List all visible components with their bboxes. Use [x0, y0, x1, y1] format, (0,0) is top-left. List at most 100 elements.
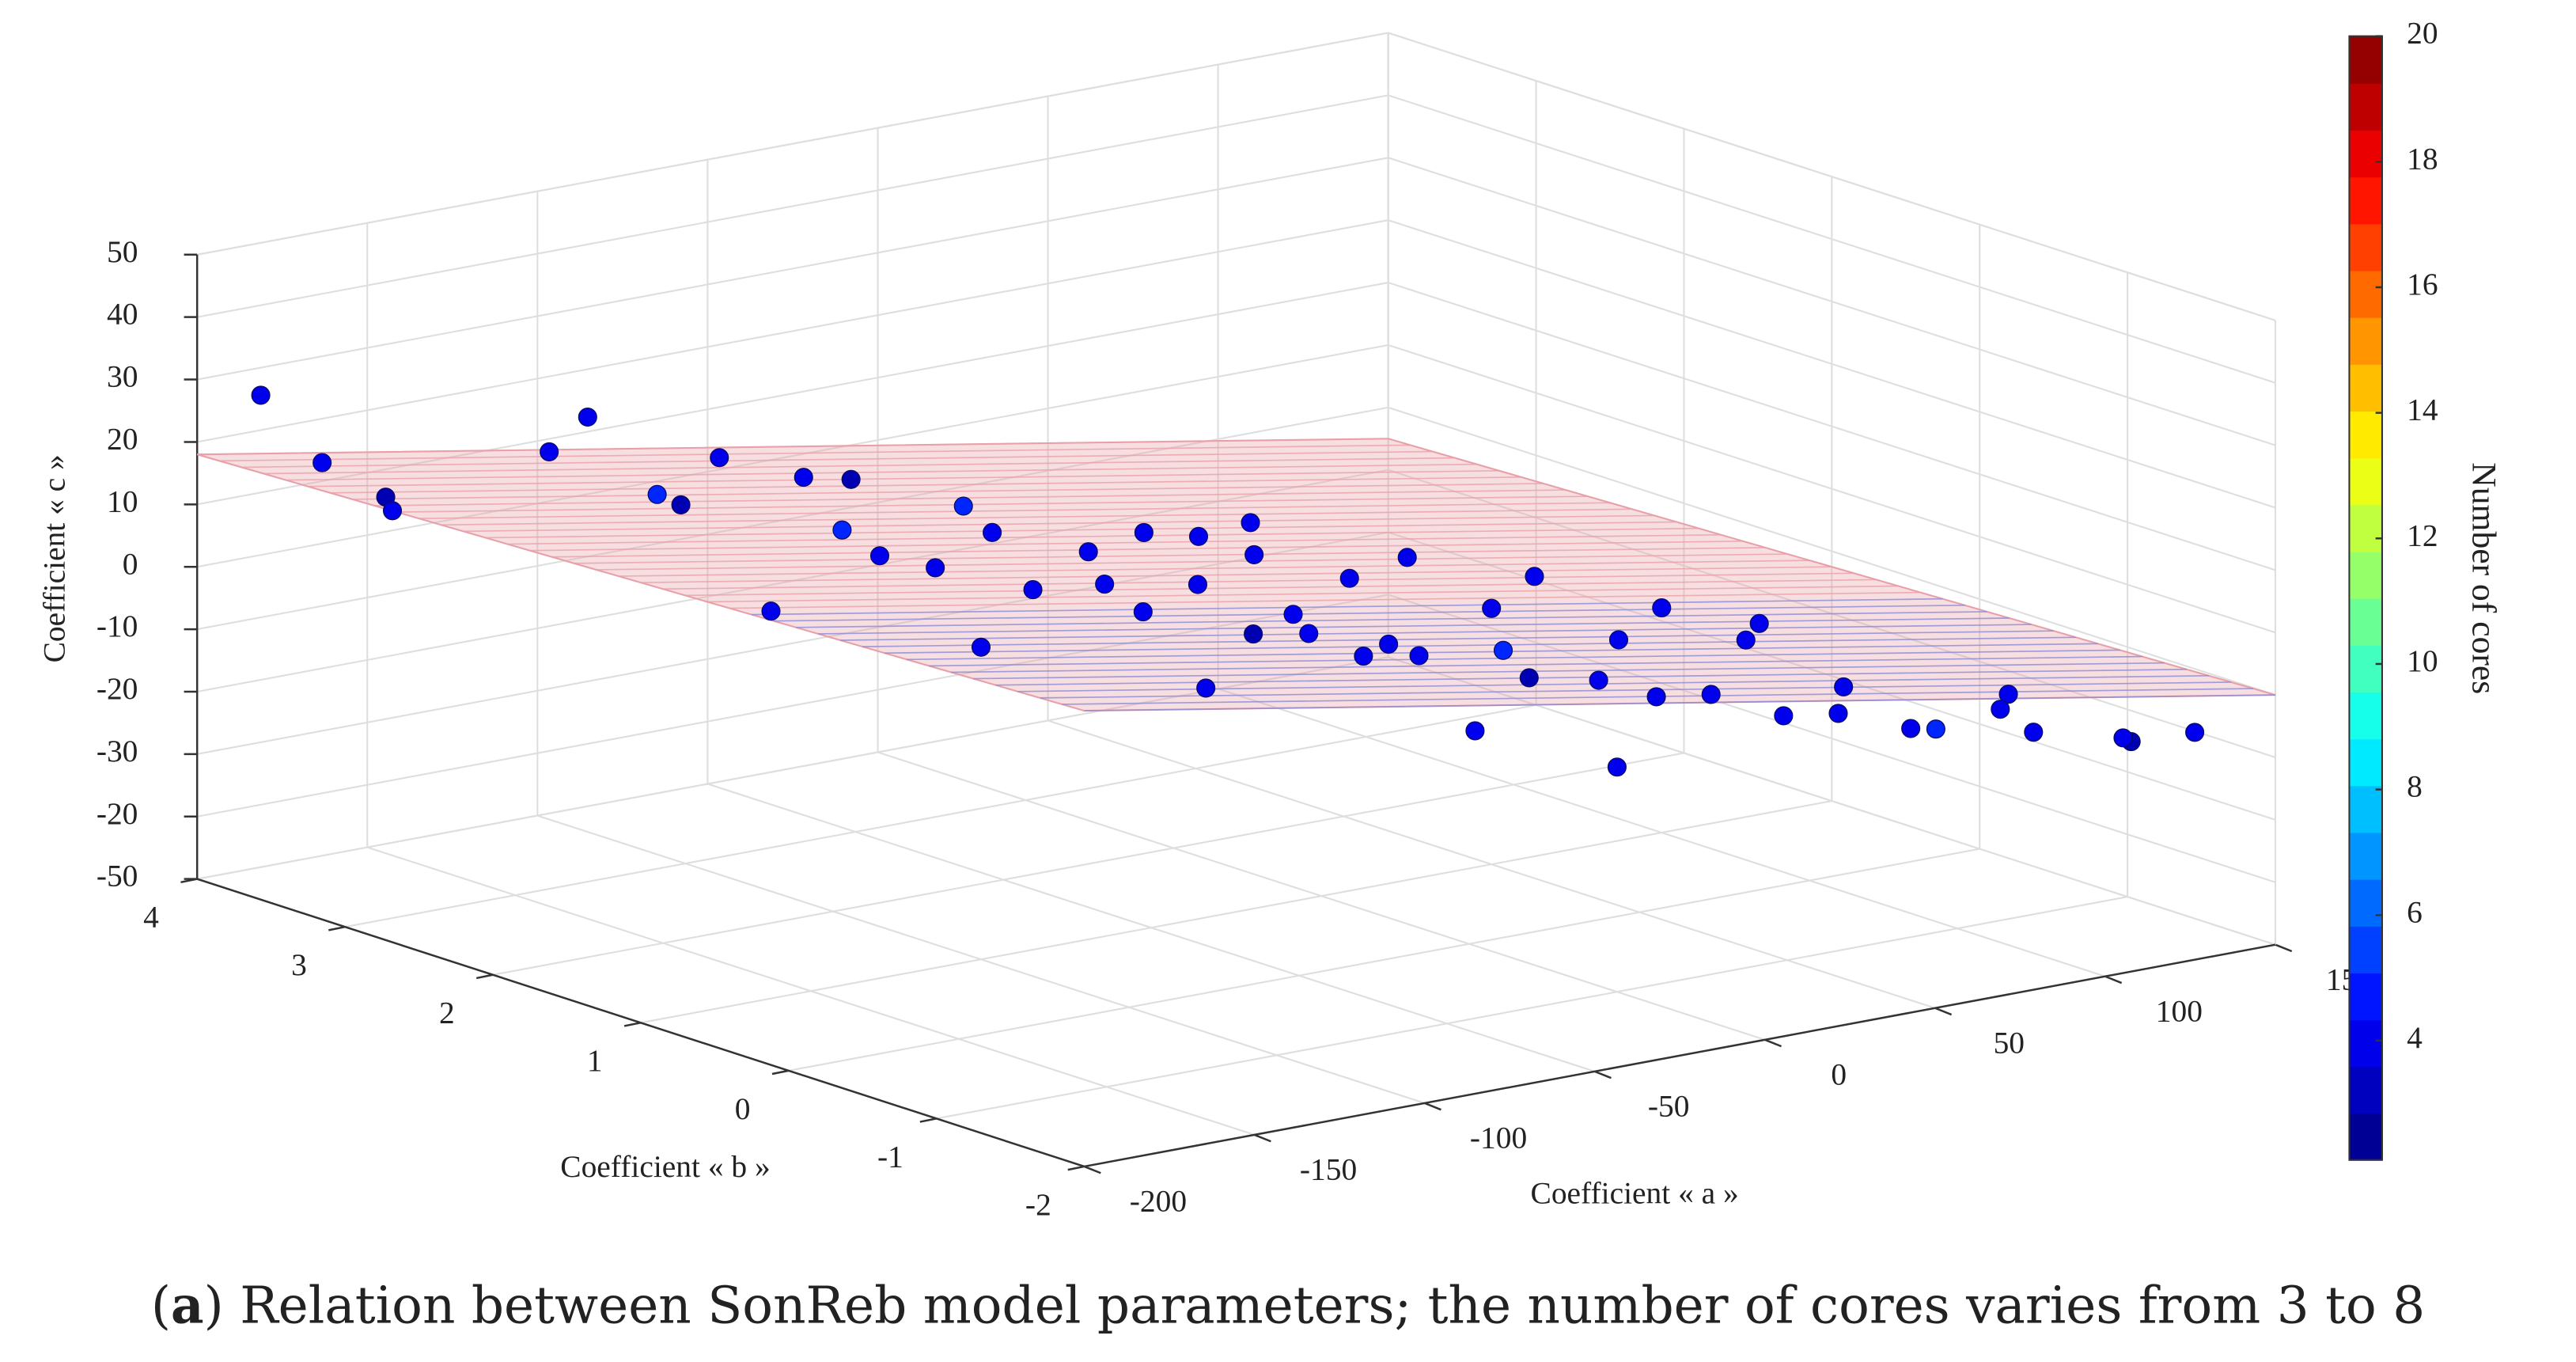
wall-grid-z	[196, 656, 1388, 880]
colorbar-band	[2349, 176, 2382, 225]
point	[251, 385, 271, 405]
x-tick-label: 100	[2156, 994, 2203, 1029]
colorbar-label: Number of cores	[2465, 462, 2503, 694]
floor-grid-y	[344, 704, 1536, 928]
point	[1926, 719, 1945, 739]
surface-mesh	[929, 649, 2120, 667]
point	[1354, 647, 1373, 666]
point	[1736, 630, 1756, 650]
surface-mesh	[529, 533, 1722, 552]
y-tick	[771, 1069, 789, 1076]
box-edge	[1388, 32, 2276, 321]
colorbar-band	[2349, 878, 2382, 927]
point	[926, 558, 945, 578]
x-tick-label: -50	[1648, 1089, 1690, 1124]
colorbar-band	[2349, 832, 2382, 880]
colorbar-band	[2349, 410, 2382, 459]
surface-mesh	[774, 604, 1965, 622]
wall-grid-z	[1388, 594, 2276, 883]
surface-mesh	[574, 547, 1766, 564]
x-tick	[1764, 1038, 1782, 1048]
point	[1493, 640, 1513, 660]
surface-mesh	[840, 624, 2032, 641]
surface-mesh	[507, 527, 1699, 545]
caption-open: (	[151, 1276, 171, 1335]
x-tick	[1424, 1102, 1441, 1111]
colorbar-band	[2349, 551, 2382, 599]
point	[1749, 613, 1769, 633]
colorbar-band	[2349, 223, 2382, 271]
point	[1244, 544, 1264, 564]
point	[1834, 677, 1854, 697]
y-axis	[196, 878, 1085, 1168]
y-tick-label: 4	[143, 900, 159, 935]
colorbar-tick-label: 10	[2407, 643, 2438, 678]
point	[1608, 630, 1629, 650]
wall-grid-z	[196, 531, 1388, 755]
point	[1901, 719, 1921, 738]
surface-mesh	[374, 489, 1566, 506]
z-tick-label: 40	[107, 297, 138, 332]
point	[578, 408, 597, 427]
colorbar-band	[2349, 644, 2382, 693]
point	[647, 484, 667, 504]
floor-grid-y	[788, 848, 1980, 1072]
colorbar-band	[2349, 36, 2382, 84]
y-tick-label: -1	[877, 1139, 903, 1174]
z-tick-label: 0	[123, 546, 138, 581]
y-tick	[623, 1022, 642, 1027]
wall-grid-z	[196, 406, 1388, 631]
point	[1409, 646, 1429, 666]
x-tick	[2104, 975, 2123, 985]
surface-mesh	[640, 566, 1832, 583]
x-tick-label: -100	[1470, 1121, 1527, 1155]
point	[1465, 721, 1485, 741]
x-axis	[1084, 943, 2276, 1168]
y-tick-label: -2	[1025, 1187, 1051, 1222]
y-tick	[919, 1117, 937, 1123]
wall-grid-z	[1388, 343, 2276, 634]
surface-mesh	[219, 444, 1411, 462]
surface-mesh	[729, 591, 1921, 609]
point	[1519, 668, 1539, 688]
surface-mesh	[1017, 675, 2209, 692]
floor-grid-y	[640, 800, 1832, 1024]
colorbar-tick-label: 16	[2407, 267, 2438, 302]
point	[1701, 685, 1721, 704]
surface-mesh	[1084, 694, 2276, 711]
point	[1133, 602, 1153, 622]
surface-mesh	[862, 630, 2054, 647]
wall-grid-z	[196, 157, 1388, 381]
colorbar-band	[2349, 82, 2382, 131]
colorbar-tick-label: 20	[2407, 16, 2438, 51]
point	[2024, 723, 2044, 742]
surface-mesh	[241, 450, 1433, 469]
colorbar-band	[2349, 785, 2382, 833]
point	[971, 637, 991, 657]
y-axis-label: Coefficient « b »	[560, 1149, 770, 1184]
z-tick-label: 30	[107, 359, 138, 394]
x-tick-label: 0	[1831, 1057, 1847, 1092]
colorbar-band	[2349, 972, 2382, 1021]
wall-grid-z	[196, 219, 1388, 443]
caption-letter: a	[171, 1276, 204, 1335]
colorbar-band	[2349, 504, 2382, 552]
surface-mesh	[263, 457, 1455, 475]
point	[1482, 598, 1502, 618]
colorbar-tick-label: 6	[2407, 894, 2423, 929]
surface-mesh	[286, 463, 1477, 481]
caption: (a) Relation between SonReb model parame…	[151, 1276, 2425, 1335]
surface-mesh	[551, 541, 1744, 558]
x-tick-label: -200	[1130, 1184, 1187, 1219]
point	[1244, 624, 1263, 644]
point	[1652, 598, 1672, 618]
wall-grid-z	[1388, 406, 2276, 696]
point	[1379, 634, 1399, 654]
surface-mesh	[485, 521, 1677, 539]
point	[1774, 706, 1794, 726]
point	[1607, 757, 1627, 777]
surface-mesh	[818, 617, 2010, 635]
point	[953, 496, 973, 516]
x-tick	[1254, 1133, 1271, 1143]
